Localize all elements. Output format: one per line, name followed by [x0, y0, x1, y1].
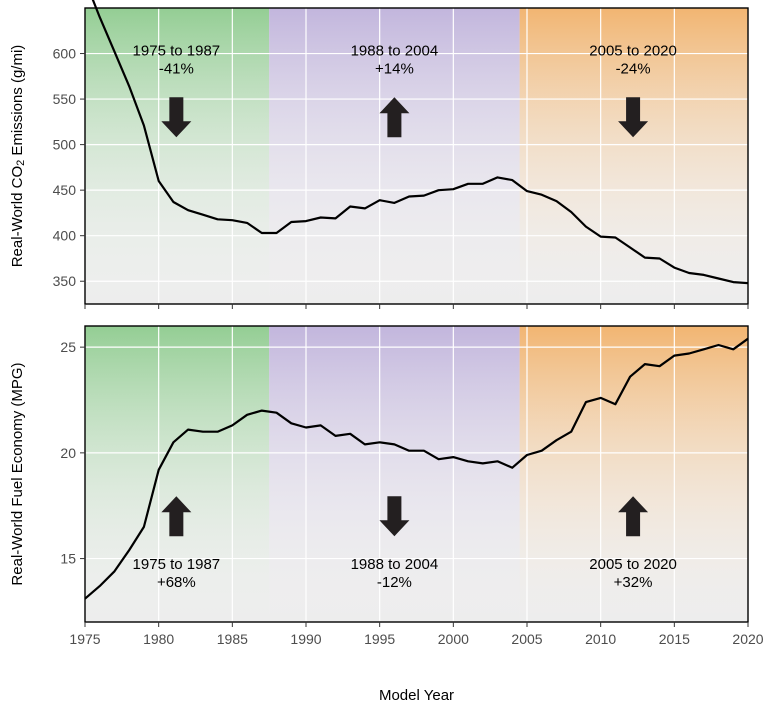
- svg-text:600: 600: [53, 46, 77, 62]
- svg-text:-12%: -12%: [377, 574, 412, 591]
- svg-text:1990: 1990: [290, 631, 321, 647]
- svg-text:1980: 1980: [143, 631, 174, 647]
- svg-text:1985: 1985: [217, 631, 248, 647]
- svg-text:400: 400: [53, 228, 77, 244]
- svg-text:-41%: -41%: [159, 60, 194, 77]
- svg-text:+68%: +68%: [157, 574, 196, 591]
- svg-text:Real-World Fuel Economy (MPG): Real-World Fuel Economy (MPG): [9, 362, 26, 585]
- svg-text:2020: 2020: [732, 631, 763, 647]
- chart-container: 1975 to 1987-41%1988 to 2004+14%2005 to …: [0, 0, 768, 723]
- svg-text:+14%: +14%: [375, 60, 414, 77]
- svg-text:1995: 1995: [364, 631, 395, 647]
- svg-text:+32%: +32%: [614, 574, 653, 591]
- svg-text:1988 to 2004: 1988 to 2004: [351, 42, 439, 59]
- svg-text:2005 to 2020: 2005 to 2020: [589, 556, 677, 573]
- svg-text:2005 to 2020: 2005 to 2020: [589, 42, 677, 59]
- svg-text:Real-World CO2 Emissions (g/mi: Real-World CO2 Emissions (g/mi): [9, 45, 27, 268]
- svg-text:15: 15: [60, 551, 76, 567]
- svg-text:2015: 2015: [659, 631, 690, 647]
- svg-text:-24%: -24%: [616, 60, 651, 77]
- svg-text:500: 500: [53, 137, 77, 153]
- svg-text:20: 20: [60, 445, 76, 461]
- svg-text:2010: 2010: [585, 631, 616, 647]
- svg-text:1975 to 1987: 1975 to 1987: [133, 42, 221, 59]
- svg-text:25: 25: [60, 339, 76, 355]
- svg-text:350: 350: [53, 273, 77, 289]
- svg-text:Model Year: Model Year: [379, 687, 454, 704]
- svg-text:1975 to 1987: 1975 to 1987: [133, 556, 221, 573]
- svg-text:1975: 1975: [69, 631, 100, 647]
- svg-text:550: 550: [53, 91, 77, 107]
- svg-text:2005: 2005: [511, 631, 542, 647]
- svg-text:2000: 2000: [438, 631, 469, 647]
- svg-text:450: 450: [53, 182, 77, 198]
- chart-svg: 1975 to 1987-41%1988 to 2004+14%2005 to …: [0, 0, 768, 723]
- svg-text:1988 to 2004: 1988 to 2004: [351, 556, 439, 573]
